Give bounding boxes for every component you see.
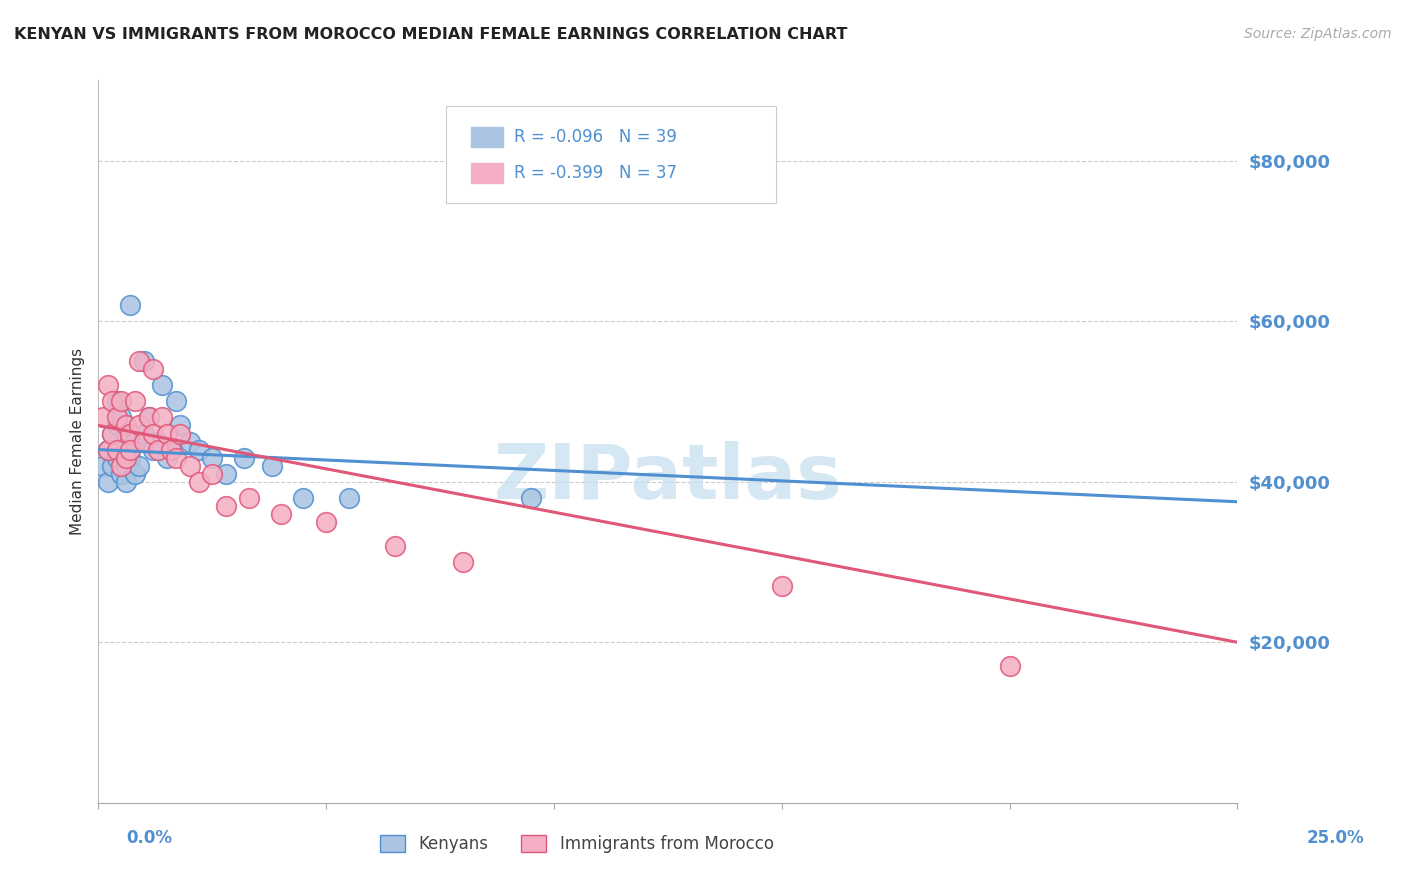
Point xyxy=(105,410,128,425)
Point xyxy=(156,450,179,465)
Point xyxy=(132,426,155,441)
Point xyxy=(165,394,187,409)
Text: R = -0.096   N = 39: R = -0.096 N = 39 xyxy=(515,128,676,145)
Point xyxy=(233,450,256,465)
Point xyxy=(142,362,165,376)
Point xyxy=(110,458,132,473)
Text: Source: ZipAtlas.com: Source: ZipAtlas.com xyxy=(1244,27,1392,41)
Point xyxy=(105,442,128,457)
Point xyxy=(91,410,114,425)
Point xyxy=(124,394,146,409)
Bar xyxy=(471,127,503,147)
Point xyxy=(337,491,360,505)
Point xyxy=(132,354,155,368)
Point xyxy=(270,507,292,521)
Point xyxy=(114,426,136,441)
Point xyxy=(260,458,283,473)
Point xyxy=(160,442,183,457)
Point xyxy=(128,418,150,433)
Point xyxy=(770,579,793,593)
Point xyxy=(238,491,260,505)
Point xyxy=(201,450,224,465)
Point xyxy=(101,426,124,441)
Point xyxy=(156,426,179,441)
Point xyxy=(142,442,165,457)
Point xyxy=(120,442,142,457)
Point xyxy=(146,442,169,457)
Point xyxy=(128,354,150,368)
Point xyxy=(110,467,132,481)
Point xyxy=(101,426,124,441)
Text: KENYAN VS IMMIGRANTS FROM MOROCCO MEDIAN FEMALE EARNINGS CORRELATION CHART: KENYAN VS IMMIGRANTS FROM MOROCCO MEDIAN… xyxy=(14,27,848,42)
Point xyxy=(215,467,238,481)
Point xyxy=(114,458,136,473)
Point xyxy=(101,458,124,473)
Point xyxy=(114,450,136,465)
Point xyxy=(114,418,136,433)
Point xyxy=(120,442,142,457)
Point xyxy=(96,442,118,457)
Point xyxy=(120,426,142,441)
Point xyxy=(169,426,191,441)
Point xyxy=(120,298,142,312)
Legend: Kenyans, Immigrants from Morocco: Kenyans, Immigrants from Morocco xyxy=(373,828,780,860)
Point xyxy=(105,418,128,433)
Point xyxy=(179,458,201,473)
Text: ZIPatlas: ZIPatlas xyxy=(494,441,842,515)
Bar xyxy=(471,162,503,183)
Point xyxy=(120,450,142,465)
Point xyxy=(124,434,146,449)
Point xyxy=(169,418,191,433)
Point xyxy=(96,475,118,489)
Text: 0.0%: 0.0% xyxy=(127,829,173,847)
Text: 25.0%: 25.0% xyxy=(1306,829,1364,847)
Point xyxy=(451,555,474,569)
Point xyxy=(160,442,183,457)
Point xyxy=(110,442,132,457)
Point xyxy=(124,467,146,481)
Point xyxy=(165,450,187,465)
Point xyxy=(128,458,150,473)
FancyBboxPatch shape xyxy=(446,105,776,203)
Point xyxy=(179,434,201,449)
Point xyxy=(150,410,173,425)
Point xyxy=(138,410,160,425)
Point xyxy=(96,442,118,457)
Point xyxy=(215,499,238,513)
Point xyxy=(91,458,114,473)
Point xyxy=(96,378,118,392)
Point xyxy=(142,426,165,441)
Y-axis label: Median Female Earnings: Median Female Earnings xyxy=(69,348,84,535)
Point xyxy=(110,410,132,425)
Point xyxy=(110,394,132,409)
Text: R = -0.399   N = 37: R = -0.399 N = 37 xyxy=(515,164,678,182)
Point xyxy=(292,491,315,505)
Point xyxy=(150,378,173,392)
Point xyxy=(101,394,124,409)
Point xyxy=(105,450,128,465)
Point xyxy=(201,467,224,481)
Point xyxy=(187,475,209,489)
Point xyxy=(520,491,543,505)
Point xyxy=(105,394,128,409)
Point xyxy=(138,410,160,425)
Point xyxy=(187,442,209,457)
Point xyxy=(998,659,1021,673)
Point xyxy=(384,539,406,553)
Point xyxy=(114,475,136,489)
Point xyxy=(315,515,337,529)
Point xyxy=(132,434,155,449)
Point xyxy=(146,434,169,449)
